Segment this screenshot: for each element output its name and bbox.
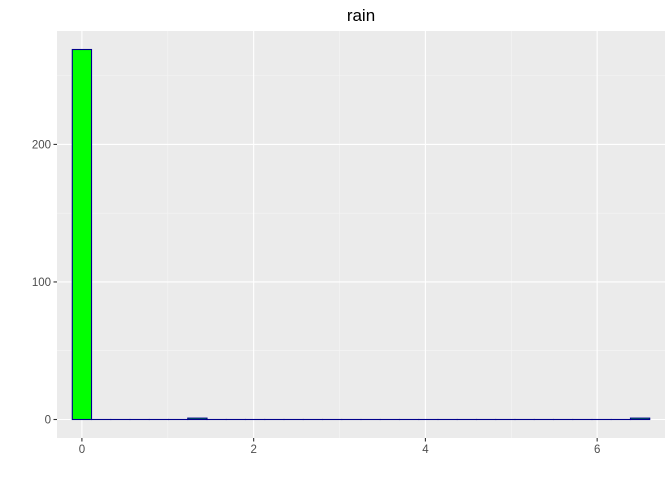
y-tick-label: 0	[45, 415, 51, 427]
minor-gridlines	[57, 31, 665, 438]
histogram-bar	[187, 417, 208, 421]
x-tick-label: 2	[250, 444, 256, 456]
x-tick-label: 0	[79, 444, 85, 456]
histogram-bars	[71, 48, 651, 421]
plot-panel	[57, 31, 665, 438]
y-axis: 0 100 200	[32, 139, 57, 427]
y-tick-label: 100	[32, 277, 51, 289]
y-tick-label: 200	[32, 139, 51, 151]
x-tick-label: 4	[422, 444, 429, 456]
x-tick-label: 6	[594, 444, 600, 456]
histogram-bar	[71, 48, 93, 421]
x-axis: 0 2 4 6	[79, 438, 600, 456]
histogram-bar	[629, 417, 651, 421]
chart-title: rain	[347, 6, 375, 25]
